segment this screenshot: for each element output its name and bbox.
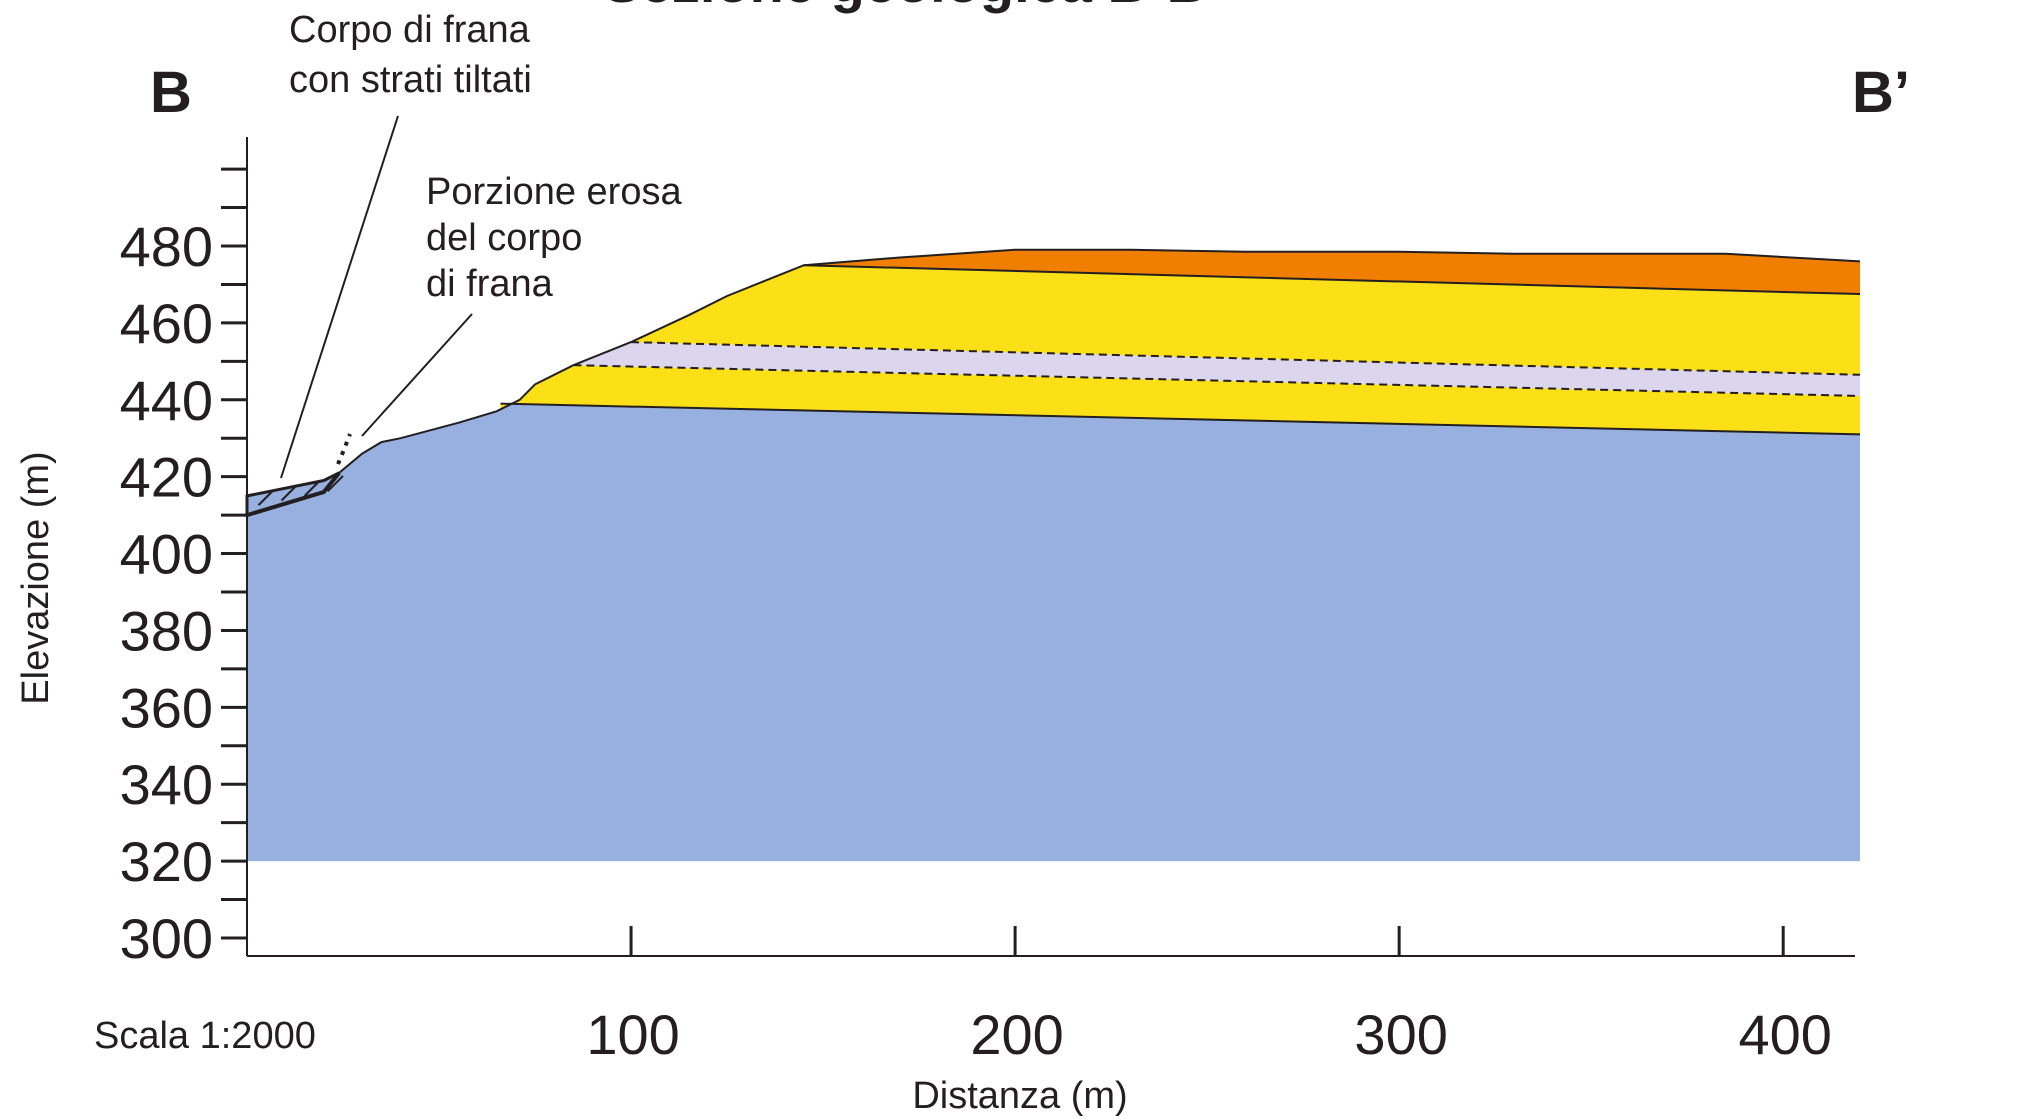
y-tick-label: 400 <box>120 523 213 586</box>
landslide-hatch <box>303 479 321 497</box>
scale-label: Scala 1:2000 <box>94 1015 316 1057</box>
bedrock-layer <box>247 403 1860 862</box>
eroded-portion-dotted-outline <box>336 433 352 465</box>
section-axes: 480 460 440 420 400 380 360 340 320 300 100 200 300 4… <box>120 137 1855 1066</box>
sliding-surface <box>246 471 341 518</box>
landslide-hatch <box>326 475 344 492</box>
y-tick-label: 360 <box>120 676 213 739</box>
landslide-body-leader <box>280 115 399 479</box>
eroded-portion-label: del corpo <box>426 217 582 259</box>
y-tick-label: 300 <box>120 907 213 970</box>
landslide-hatch <box>257 489 275 506</box>
x-tick-label: 100 <box>586 1003 679 1066</box>
landslide-body-label: Corpo di frana <box>289 9 531 51</box>
y-tick-label: 460 <box>120 292 213 355</box>
lavender-top-boundary <box>631 341 1861 376</box>
yellow-upper-layer <box>631 265 1860 375</box>
landslide-hatch <box>280 484 298 502</box>
yellow-base-boundary <box>500 402 1861 436</box>
section-end-label: B’ <box>1852 60 1910 125</box>
geological-layers <box>245 248 1861 862</box>
landslide-body-label: con strati tiltati <box>289 59 532 101</box>
eroded-portion-leader <box>361 313 473 437</box>
eroded-portion-label: di frana <box>426 263 554 305</box>
y-axis-title: Elevazione (m) <box>15 451 57 704</box>
y-tick-label: 480 <box>120 215 213 278</box>
topographic-surface <box>246 248 1861 497</box>
orange-layer <box>803 249 1860 295</box>
yellow-lower-layer <box>500 365 1860 435</box>
lavender-base-boundary <box>573 364 1861 397</box>
figure-title: Sezione geologica B-B’ <box>603 0 1222 14</box>
y-tick-label: 420 <box>120 446 213 509</box>
x-tick-label: 200 <box>970 1003 1063 1066</box>
landslide-body-annotation: Corpo di frana con strati tiltati <box>280 9 532 479</box>
x-tick-label: 300 <box>1354 1003 1447 1066</box>
y-tick-label: 440 <box>120 369 213 432</box>
y-tick-label: 320 <box>120 830 213 893</box>
y-tick-label: 340 <box>120 753 213 816</box>
section-start-label: B <box>150 60 192 125</box>
x-axis-title: Distanza (m) <box>912 1075 1127 1117</box>
orange-base-boundary <box>803 264 1861 296</box>
eroded-portion-annotation: Porzione erosa del corpo di frana <box>336 171 682 465</box>
eroded-portion-label: Porzione erosa <box>426 171 682 213</box>
lavender-layer <box>573 342 1860 396</box>
x-tick-label: 400 <box>1738 1003 1831 1066</box>
y-tick-label: 380 <box>120 599 213 662</box>
